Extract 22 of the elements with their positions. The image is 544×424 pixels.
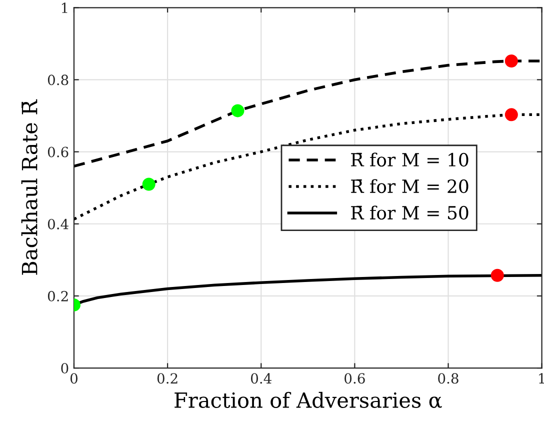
point	[490, 268, 504, 282]
x-tick-label: 0.4	[250, 373, 272, 384]
point	[504, 54, 518, 68]
point	[231, 104, 244, 118]
point	[142, 178, 156, 191]
y-tick-label: 0.4	[48, 218, 68, 230]
x-tick-label: 0	[70, 373, 78, 384]
legend-label: R̄ for M = 10	[351, 152, 468, 167]
x-tick-label: 0.2	[157, 373, 178, 384]
y-tick-label: 0.2	[48, 290, 68, 302]
legend-label: R̄ for M = 50	[351, 206, 468, 220]
x-tick-label: 0.8	[438, 373, 458, 384]
y-tick-label: 0	[61, 363, 68, 374]
y-axis-title: Backhaul Rate R̄	[21, 99, 38, 275]
x-tick-label: 1	[539, 373, 544, 384]
point	[504, 108, 518, 122]
y-tick-label: 1	[62, 2, 68, 13]
legend-label: R̄ for M = 20	[351, 179, 468, 194]
x-tick-label: 0.6	[344, 373, 365, 384]
y-tick-label: 0.6	[48, 146, 68, 158]
x-axis-title: Fraction of Adversaries α	[174, 392, 442, 408]
y-tick-label: 0.8	[48, 74, 68, 86]
